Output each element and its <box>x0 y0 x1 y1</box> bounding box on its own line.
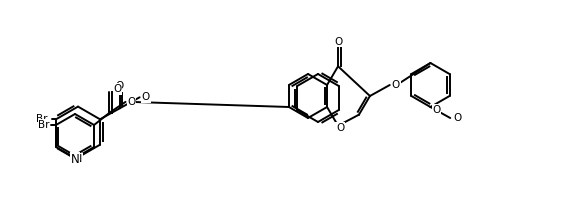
Text: Br: Br <box>38 120 50 130</box>
Text: Br: Br <box>37 114 48 124</box>
Text: O: O <box>453 113 462 123</box>
Text: O: O <box>336 123 344 133</box>
Text: N: N <box>74 154 82 164</box>
Text: O: O <box>392 80 400 90</box>
Text: O: O <box>116 81 124 91</box>
Text: O: O <box>128 97 136 107</box>
Text: N: N <box>70 153 80 166</box>
Text: O: O <box>334 36 342 47</box>
Text: O: O <box>142 92 150 102</box>
Text: O: O <box>113 84 121 94</box>
Text: O: O <box>432 105 440 115</box>
